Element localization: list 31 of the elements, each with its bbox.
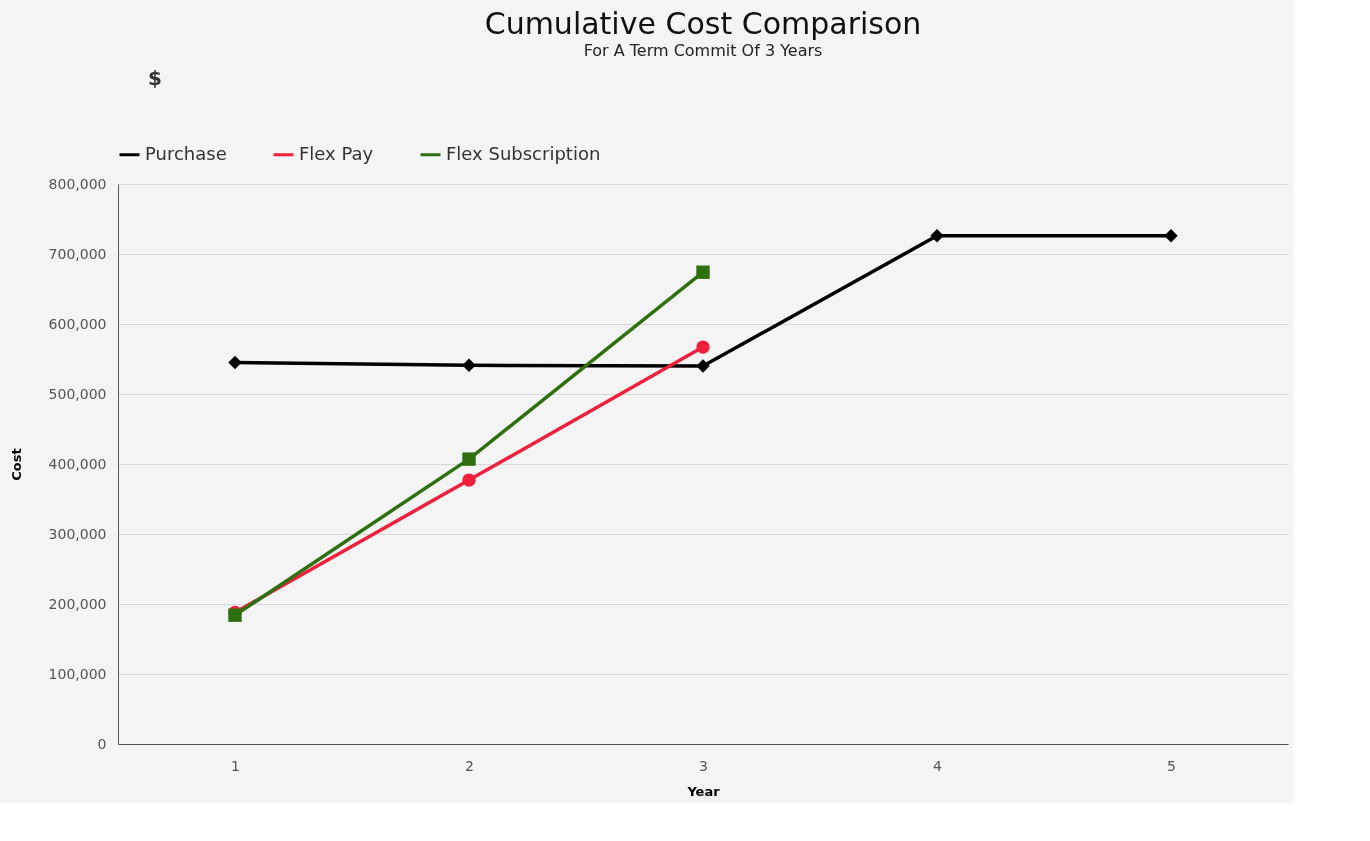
point (1164, 229, 1178, 243)
x-axis-title: Year (686, 783, 721, 799)
y-tick-label: 100,000 (48, 665, 107, 682)
x-tick-label: 2 (465, 757, 474, 774)
y-tick-label: 500,000 (48, 385, 107, 402)
x-tick-label: 1 (231, 757, 240, 774)
point (696, 340, 710, 354)
y-axis-title: Cost (8, 448, 24, 481)
y-tick-label: 700,000 (48, 245, 107, 262)
point (462, 358, 476, 373)
x-tick-label: 4 (933, 757, 943, 774)
y-tick-label: 200,000 (48, 595, 107, 612)
point (228, 355, 242, 370)
chart-title: Cumulative Cost Comparison (484, 6, 922, 41)
point (462, 452, 476, 466)
legend-label: Purchase (145, 142, 227, 164)
legend-label: Flex Subscription (446, 142, 601, 164)
y-tick-label: 600,000 (48, 315, 107, 332)
x-tick-label: 3 (699, 757, 708, 774)
y-tick-label: 400,000 (48, 455, 107, 472)
y-tick-label: 0 (97, 735, 107, 752)
y-tick-label: 300,000 (48, 525, 107, 542)
chart-subtitle: For A Term Commit Of 3 Years (583, 41, 823, 60)
point (462, 473, 476, 487)
legend-label: Flex Pay (299, 142, 374, 164)
y-tick-label: 800,000 (48, 175, 107, 192)
point (696, 359, 710, 373)
x-tick-label: 5 (1167, 757, 1176, 774)
point (696, 265, 710, 279)
text: $ (148, 66, 162, 90)
point (930, 229, 944, 243)
